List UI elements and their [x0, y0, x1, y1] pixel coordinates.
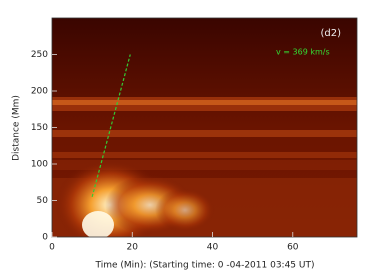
bright-region: [155, 188, 215, 232]
band: [52, 152, 357, 158]
x-tick-label: 60: [287, 243, 299, 253]
band: [52, 130, 357, 137]
fit-line: [91, 54, 131, 198]
y-tick-label: 100: [31, 160, 48, 170]
x-axis-label: Time (Min): (Starting time: 0 -04-2011 0…: [95, 261, 315, 271]
band: [52, 100, 357, 105]
x-tick-label: 0: [49, 243, 55, 253]
x-tick-label: 20: [127, 243, 139, 253]
y-tick-label: 250: [31, 50, 48, 60]
y-tick-label: 150: [31, 123, 48, 133]
band: [52, 160, 357, 170]
image: [52, 18, 357, 237]
bright-region: [82, 211, 114, 237]
y-axis-label: Distance (Mm): [12, 95, 22, 161]
annotation: v = 369 km/s: [276, 48, 330, 57]
y-tick-label: 200: [31, 87, 48, 97]
x-tick-label: 40: [207, 243, 219, 253]
y-tick-label: 50: [37, 196, 49, 206]
panel-label: (d2): [320, 28, 341, 39]
y-tick-label: 0: [42, 233, 48, 243]
